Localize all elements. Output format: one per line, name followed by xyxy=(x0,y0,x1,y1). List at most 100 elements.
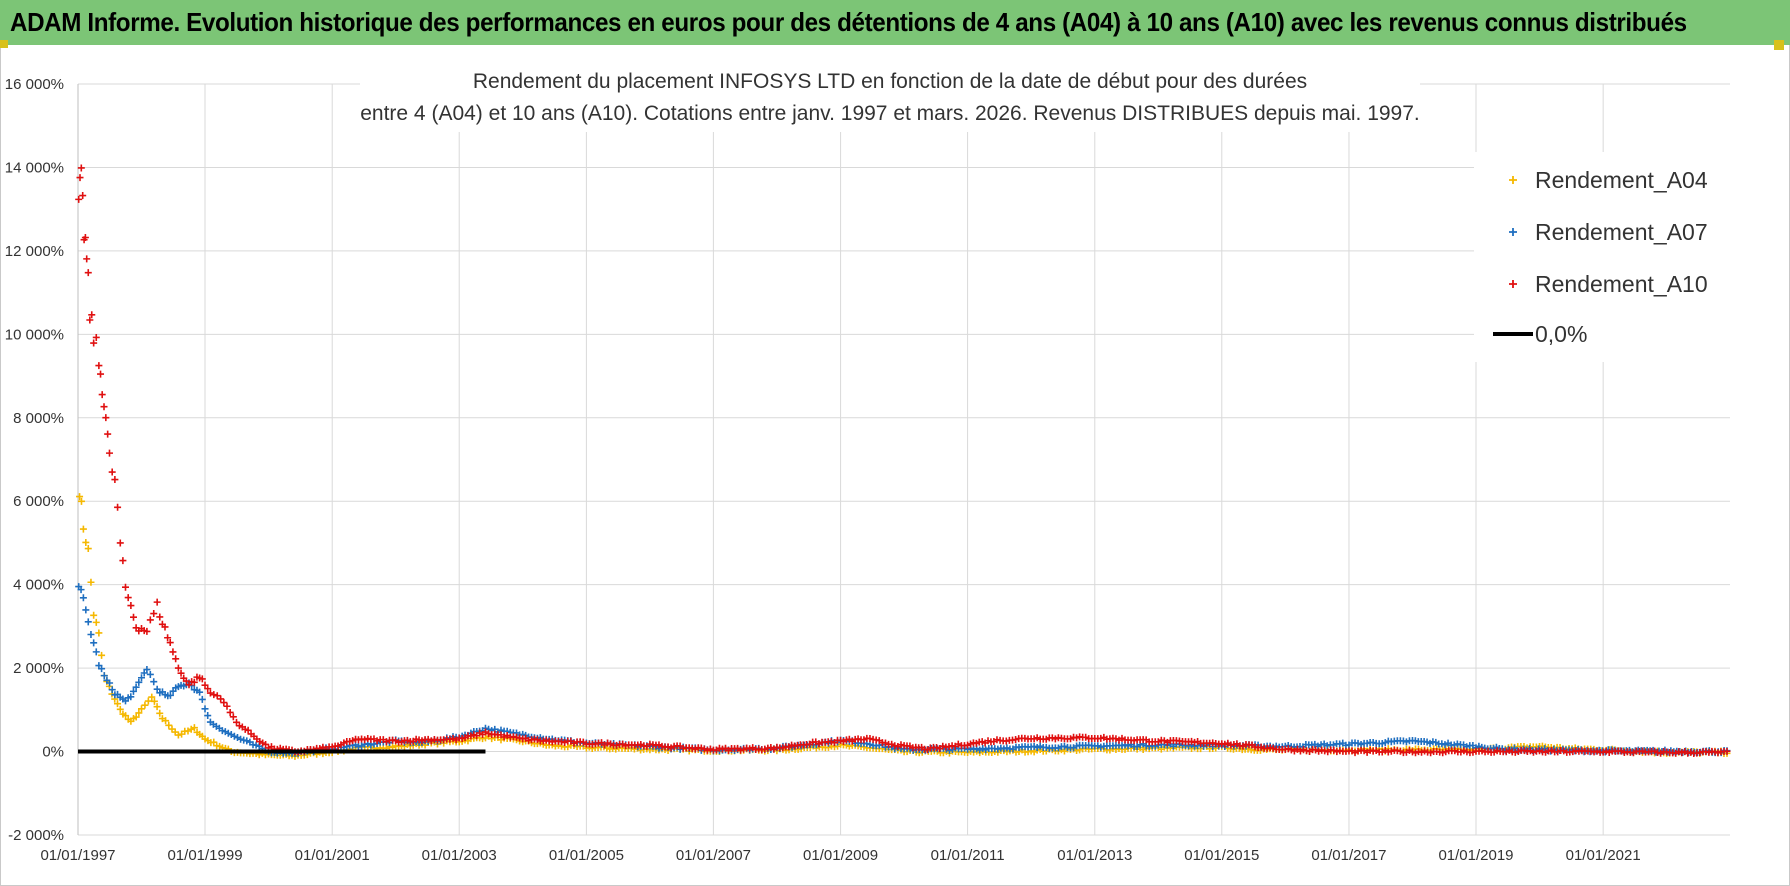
x-tick-label: 01/01/1997 xyxy=(40,847,115,864)
x-tick-label: 01/01/2021 xyxy=(1566,847,1641,864)
series-rendement-a04 xyxy=(76,493,1731,760)
data-point xyxy=(92,648,100,656)
chart-title-background xyxy=(360,62,1420,132)
performance-chart: -2 000% 0% 2 000% 4 000% 6 000% 8 000% 10 000%… xyxy=(5,62,1731,864)
x-tick-label: 01/01/2005 xyxy=(549,847,624,864)
data-point xyxy=(150,678,158,686)
y-tick-label: 12 000% xyxy=(5,243,64,260)
chart-title-line: entre 4 (A04) et 10 ans (A10). Cotations… xyxy=(360,102,1420,125)
y-tick-label: 8 000% xyxy=(13,410,64,427)
legend-label: Rendement_A04 xyxy=(1535,167,1708,193)
data-point xyxy=(113,700,121,708)
data-point xyxy=(84,269,92,277)
data-point xyxy=(82,538,90,546)
data-point xyxy=(108,468,116,476)
data-point xyxy=(198,675,206,683)
data-point xyxy=(153,703,161,711)
data-point xyxy=(122,712,130,720)
data-point xyxy=(86,316,94,324)
data-point xyxy=(84,545,92,553)
data-point xyxy=(87,578,95,586)
y-tick-label: 16 000% xyxy=(5,76,64,93)
series-rendement-a10 xyxy=(75,164,1731,757)
corner-marker-right xyxy=(1774,40,1784,50)
data-point xyxy=(76,174,84,182)
data-point xyxy=(132,713,140,721)
data-point xyxy=(201,705,209,713)
plot-area xyxy=(75,164,1731,760)
data-point xyxy=(174,731,182,739)
x-axis: 01/01/1997 01/01/1999 01/01/2001 01/01/2003… xyxy=(40,847,1640,864)
data-point xyxy=(88,311,96,319)
data-point xyxy=(119,557,127,565)
legend: Rendement_A04 Rendement_A07 Rendement_A10 0… xyxy=(1474,152,1730,362)
data-point xyxy=(220,699,228,707)
legend-marker xyxy=(1509,228,1517,236)
series-rendement-a07 xyxy=(75,583,1731,757)
data-point xyxy=(92,618,100,626)
data-point xyxy=(114,503,122,511)
data-point xyxy=(190,724,198,732)
data-point xyxy=(143,627,151,635)
data-point xyxy=(198,695,206,703)
data-point xyxy=(210,738,218,746)
chart-title-line: Rendement du placement INFOSYS LTD en fo… xyxy=(473,70,1307,93)
data-point xyxy=(223,702,231,710)
data-point xyxy=(90,611,98,619)
x-tick-label: 01/01/2011 xyxy=(931,847,1005,864)
header-title: ADAM Informe. Evolution historique des p… xyxy=(10,7,1687,37)
data-point xyxy=(83,255,91,263)
y-tick-label: 0% xyxy=(42,744,64,761)
x-tick-label: 01/01/2019 xyxy=(1438,847,1513,864)
data-point xyxy=(204,712,212,720)
data-point xyxy=(153,685,161,693)
data-point xyxy=(79,192,87,200)
data-point xyxy=(79,525,87,533)
data-point xyxy=(161,623,169,631)
data-point xyxy=(95,629,103,637)
corner-marker-left xyxy=(0,40,8,48)
data-point xyxy=(150,610,158,618)
data-point xyxy=(141,701,149,709)
data-point xyxy=(204,685,212,693)
header-banner: ADAM Informe. Evolution historique des p… xyxy=(0,0,1790,45)
data-point xyxy=(190,678,198,686)
data-point xyxy=(130,613,138,621)
data-point xyxy=(100,403,108,411)
data-point xyxy=(76,493,84,501)
data-point xyxy=(116,705,124,713)
data-point xyxy=(124,594,132,602)
data-point xyxy=(177,669,185,677)
y-axis: -2 000% 0% 2 000% 4 000% 6 000% 8 000% 10 000%… xyxy=(5,76,64,844)
y-tick-label: 4 000% xyxy=(13,577,64,594)
data-point xyxy=(77,164,85,172)
data-point xyxy=(95,362,103,370)
data-point xyxy=(106,679,114,687)
data-point xyxy=(135,678,143,686)
data-point xyxy=(127,602,135,610)
chart-title: Rendement du placement INFOSYS LTD en fo… xyxy=(360,62,1420,132)
data-point xyxy=(92,333,100,341)
data-point xyxy=(104,430,112,438)
data-point xyxy=(156,613,164,621)
data-point xyxy=(165,721,173,729)
data-point xyxy=(156,709,164,717)
data-point xyxy=(87,631,95,639)
data-point xyxy=(150,697,158,705)
data-point xyxy=(135,709,143,717)
data-point xyxy=(210,691,218,699)
data-point xyxy=(146,670,154,678)
x-tick-label: 01/01/2001 xyxy=(295,847,370,864)
y-tick-label: 14 000% xyxy=(5,159,64,176)
x-tick-label: 01/01/2007 xyxy=(676,847,751,864)
data-point xyxy=(98,651,106,659)
legend-marker xyxy=(1509,176,1517,184)
data-point xyxy=(81,233,89,241)
data-point xyxy=(172,655,180,663)
data-point xyxy=(127,693,135,701)
x-tick-label: 01/01/2015 xyxy=(1184,847,1259,864)
data-point xyxy=(153,598,161,606)
data-point xyxy=(82,606,90,614)
data-point xyxy=(166,691,174,699)
y-tick-label: 6 000% xyxy=(13,493,64,510)
